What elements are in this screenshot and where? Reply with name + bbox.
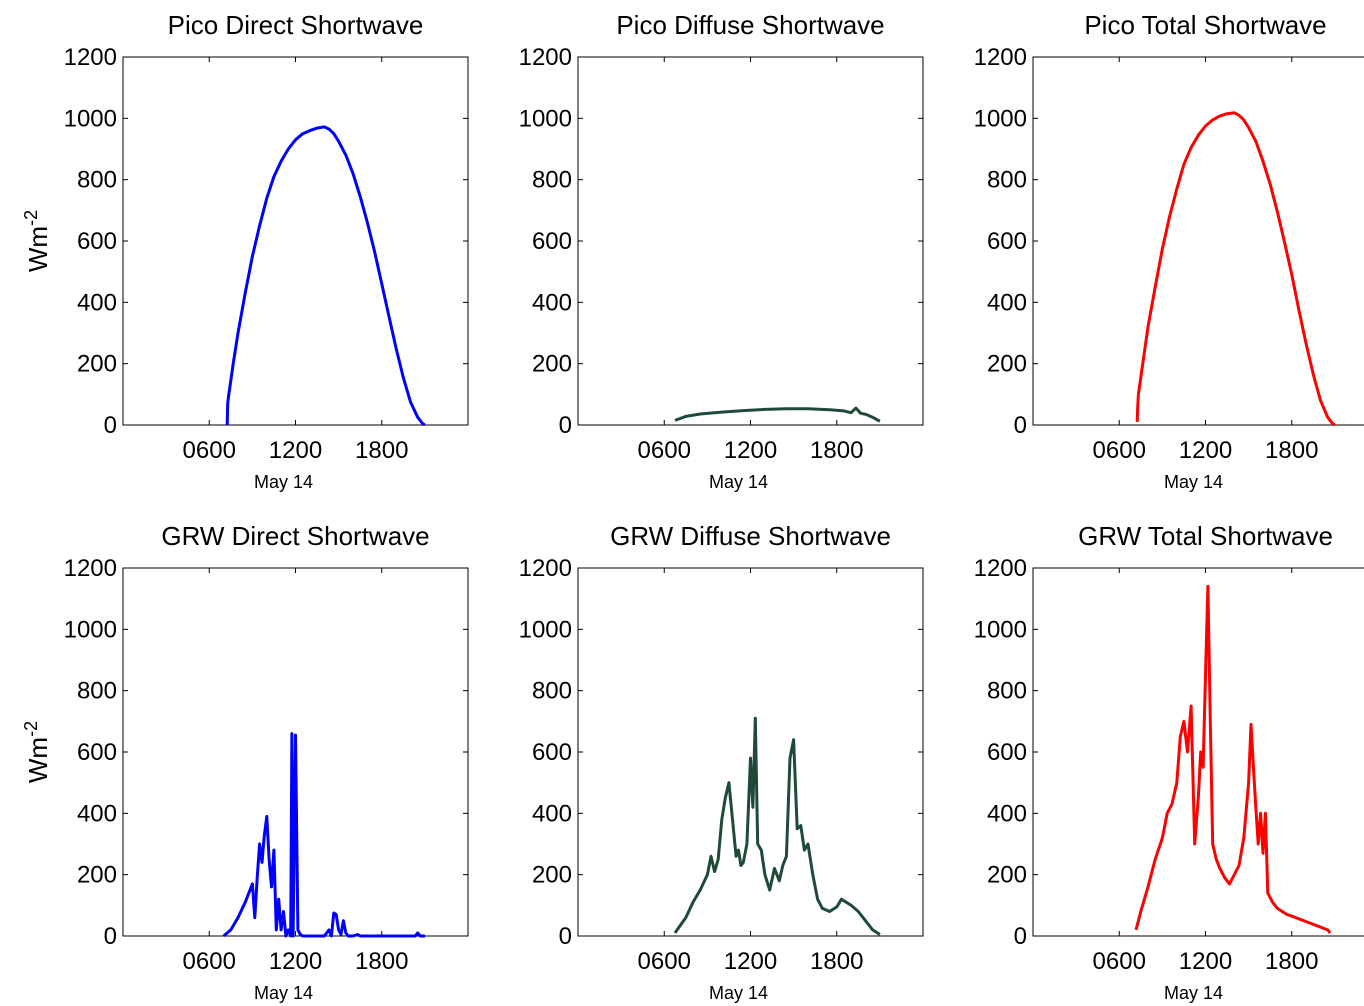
chart-title: Pico Direct Shortwave [168,10,424,40]
x-tick-label: 0600 [638,437,691,464]
y-tick-label: 200 [532,862,572,889]
y-tick-label: 1000 [64,616,117,643]
chart-panel-2: Pico Diffuse Shortwave 0 200 400 600 800 1000 1… [519,10,924,492]
x-axis-label: May 14 [254,983,313,1003]
chart-panel-4: GRW Direct Shortwave 0 200 400 600 800 1000 120… [21,521,469,1003]
y-tick-label: 0 [559,923,572,950]
y-tick-label: 200 [987,862,1027,889]
y-tick-label: 200 [77,862,117,889]
x-tick-label: 0600 [1093,437,1146,464]
series-line [1134,584,1332,934]
y-tick-label: 1000 [519,105,572,132]
y-tick-label: 800 [987,167,1027,194]
axes-box [577,56,924,426]
y-tick-label: 600 [987,228,1027,255]
chart-title: Pico Total Shortwave [1084,10,1326,40]
series-line [225,125,426,427]
chart-title: GRW Direct Shortwave [161,521,429,551]
y-tick-label: 200 [987,351,1027,378]
series-line [673,716,881,936]
chart-panel-6: GRW Total Shortwave 0 200 400 600 800 1000 1200… [974,521,1364,1003]
x-axis-label: May 14 [254,472,313,492]
axes-box [1032,56,1364,426]
y-tick-label: 400 [77,800,117,827]
x-tick-label: 1200 [1179,437,1232,464]
y-tick-label: 400 [532,800,572,827]
series-line [674,406,881,423]
y-tick-label: 1200 [974,44,1027,71]
y-tick-label: 800 [77,678,117,705]
y-tick-label: 400 [987,289,1027,316]
x-tick-label: 1800 [1265,437,1318,464]
y-tick-label: 1000 [974,616,1027,643]
chart-panel-5: GRW Diffuse Shortwave 0 200 400 600 800 1000 12… [519,521,924,1003]
y-tick-label: 1200 [519,44,572,71]
y-tick-label: 0 [559,412,572,439]
y-axis-label: Wm-2 [21,721,53,783]
x-axis-label: May 14 [709,983,768,1003]
chart-title: GRW Diffuse Shortwave [610,521,891,551]
chart-panel-1: Pico Direct Shortwave 0 200 400 600 800 1000 12… [21,10,469,492]
y-tick-label: 200 [77,351,117,378]
y-tick-label: 600 [532,739,572,766]
y-tick-label: 600 [77,739,117,766]
chart-title: GRW Total Shortwave [1078,521,1333,551]
y-tick-label: 800 [77,167,117,194]
axes-box [1032,567,1364,937]
x-tick-label: 1800 [355,948,408,975]
y-tick-label: 600 [77,228,117,255]
y-tick-label: 0 [104,923,117,950]
y-tick-label: 400 [987,800,1027,827]
chart-panel-3: Pico Total Shortwave 0 200 400 600 800 1000 120… [974,10,1364,492]
y-tick-label: 1000 [974,105,1027,132]
y-tick-label: 800 [987,678,1027,705]
x-tick-label: 0600 [1093,948,1146,975]
y-tick-label: 1000 [519,616,572,643]
y-tick-label: 1200 [974,555,1027,582]
x-tick-label: 1200 [269,437,322,464]
y-tick-label: 400 [77,289,117,316]
y-tick-label: 200 [532,351,572,378]
y-tick-label: 1200 [64,555,117,582]
y-tick-label: 1200 [64,44,117,71]
x-axis-label: May 14 [709,472,768,492]
series-line [1135,111,1336,427]
x-axis-label: May 14 [1164,472,1223,492]
y-tick-label: 800 [532,167,572,194]
x-tick-label: 1200 [269,948,322,975]
y-tick-label: 0 [1014,412,1027,439]
chart-title: Pico Diffuse Shortwave [616,10,884,40]
y-tick-label: 0 [1014,923,1027,950]
y-tick-label: 400 [532,289,572,316]
x-tick-label: 0600 [638,948,691,975]
x-tick-label: 1800 [355,437,408,464]
x-tick-label: 1800 [810,437,863,464]
axes-box [577,567,924,937]
y-tick-label: 800 [532,678,572,705]
y-tick-label: 1000 [64,105,117,132]
x-tick-label: 1200 [724,437,777,464]
x-tick-label: 1800 [1265,948,1318,975]
axes-box [122,56,469,426]
x-tick-label: 1200 [1179,948,1232,975]
y-tick-label: 600 [987,739,1027,766]
x-tick-label: 0600 [183,948,236,975]
x-tick-label: 1200 [724,948,777,975]
y-axis-label: Wm-2 [21,210,53,272]
y-tick-label: 0 [104,412,117,439]
y-tick-label: 1200 [519,555,572,582]
x-tick-label: 1800 [810,948,863,975]
x-axis-label: May 14 [1164,983,1223,1003]
x-tick-label: 0600 [183,437,236,464]
y-tick-label: 600 [532,228,572,255]
series-line [222,732,425,938]
